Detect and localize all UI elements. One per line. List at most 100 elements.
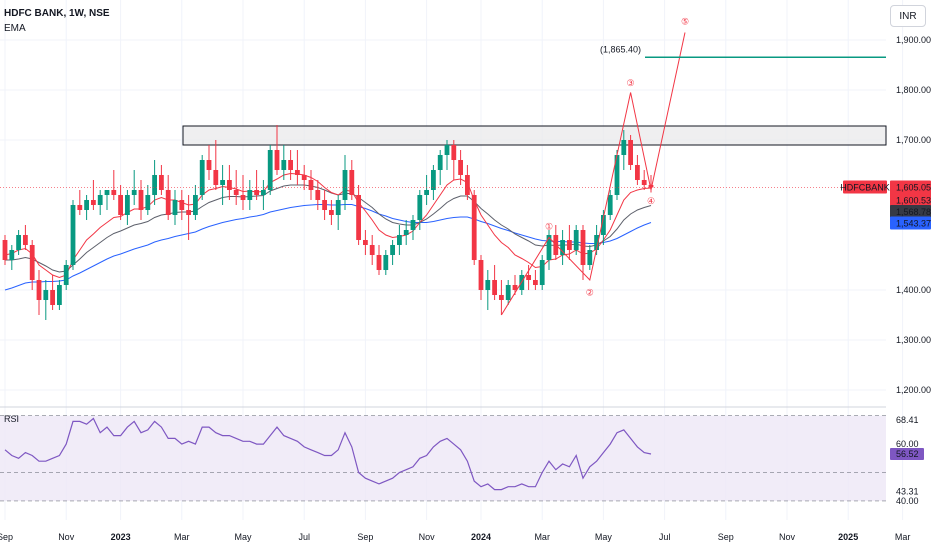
candle-body (50, 290, 55, 305)
candle-body (641, 180, 647, 185)
candle-body (648, 185, 654, 188)
ema-slow-line (4, 204, 652, 291)
symbol-tag-label: HDFCBANK (840, 182, 890, 192)
price-tag-value: 1,600.53 (896, 196, 931, 206)
candle-body (206, 160, 212, 170)
candle-body (526, 275, 531, 280)
candle-body (261, 190, 266, 195)
candle-body (342, 170, 348, 200)
candle-body (471, 195, 477, 260)
target-label: (1,865.40) (600, 44, 641, 54)
price-tag-value: 1,543.37 (896, 219, 931, 229)
rsi-tick: 40.00 (896, 496, 919, 506)
candle-body (227, 180, 232, 190)
candle-body (254, 190, 259, 195)
rsi-levels (0, 415, 886, 502)
candle-body (444, 145, 450, 155)
candle-body (349, 170, 355, 195)
candle-body (580, 230, 586, 265)
candle-body (607, 195, 613, 215)
ema-lines (4, 172, 652, 291)
candle-body (492, 280, 497, 295)
time-tick: Nov (779, 532, 796, 542)
candle-body (322, 200, 327, 210)
candle-body (397, 235, 402, 245)
candle-body (458, 160, 463, 175)
symbol-title[interactable]: HDFC BANK, 1W, NSE (4, 8, 110, 19)
candle-body (539, 260, 545, 285)
time-tick: Mar (895, 532, 911, 542)
wave-label: ② (586, 288, 594, 298)
candle-body (281, 160, 287, 170)
rsi-tick: 60.00 (896, 439, 919, 449)
candle-body (220, 180, 225, 185)
time-axis[interactable]: Sep Nov 2023 Mar May Jul Sep Nov 2024 Mar May Jul Se… (0, 532, 910, 542)
rsi-pane-title[interactable]: RSI (4, 414, 20, 424)
candle-body (125, 195, 130, 215)
rsi-band (0, 415, 886, 501)
candle-body (478, 260, 484, 290)
candle-body (485, 280, 491, 290)
price-tick: 1,700.00 (896, 135, 931, 145)
price-tick: 1,400.00 (896, 285, 931, 295)
candle-body (635, 165, 640, 180)
candle-body (104, 190, 110, 195)
rsi-line (4, 417, 652, 491)
candle-body (614, 155, 620, 195)
candle-body (390, 245, 395, 255)
time-tick: May (595, 532, 613, 542)
candle-body (533, 280, 538, 285)
candle-body (546, 235, 552, 260)
wave-projection: ① ② ③ ④ ⑤ (500, 17, 689, 316)
candle-body (567, 240, 572, 250)
time-tick: Jul (298, 532, 310, 542)
currency-button[interactable]: INR (890, 5, 926, 27)
candle-body (199, 160, 205, 195)
candle-body (138, 190, 144, 210)
candle-body (274, 150, 280, 170)
wave-label: ⑤ (681, 17, 689, 27)
candle-body (621, 140, 627, 155)
candle-body (410, 220, 416, 230)
candle-body (43, 290, 49, 300)
candle-body (29, 245, 35, 280)
candle-body (233, 190, 239, 195)
wave-label: ③ (627, 78, 635, 88)
time-tick: Sep (357, 532, 373, 542)
time-tick: Sep (0, 532, 13, 542)
candle-body (267, 150, 273, 190)
candle-body (84, 200, 89, 210)
time-tick: Nov (58, 532, 75, 542)
candle-body (329, 210, 334, 215)
price-tick: 1,900.00 (896, 35, 931, 45)
candle-body (97, 195, 103, 205)
candle-body (376, 255, 382, 270)
time-tick: May (234, 532, 252, 542)
candle-body (628, 140, 633, 165)
candle-body (465, 175, 470, 195)
candle-body (23, 235, 28, 245)
price-axis[interactable]: 1,900.00 1,800.00 1,700.00 1,400.00 1,300.00… (896, 35, 931, 395)
candle-body (57, 285, 62, 305)
candle-body (431, 170, 436, 190)
candle-body (417, 195, 423, 220)
candle-body (594, 235, 599, 250)
wave-label: ④ (647, 196, 655, 206)
candle-body (356, 195, 361, 240)
rsi-current-value: 56.52 (896, 449, 919, 459)
candle-body (63, 265, 69, 285)
candle-body (9, 250, 15, 260)
candle-body (308, 180, 314, 190)
candle-body (213, 170, 219, 185)
candle-body (131, 190, 137, 195)
candle-body (145, 195, 151, 210)
time-tick: Mar (534, 532, 550, 542)
candle-body (403, 230, 409, 235)
indicator-label[interactable]: EMA (4, 23, 26, 34)
candle-body (111, 190, 117, 195)
price-tag (890, 205, 931, 218)
price-tick: 1,200.00 (896, 385, 931, 395)
